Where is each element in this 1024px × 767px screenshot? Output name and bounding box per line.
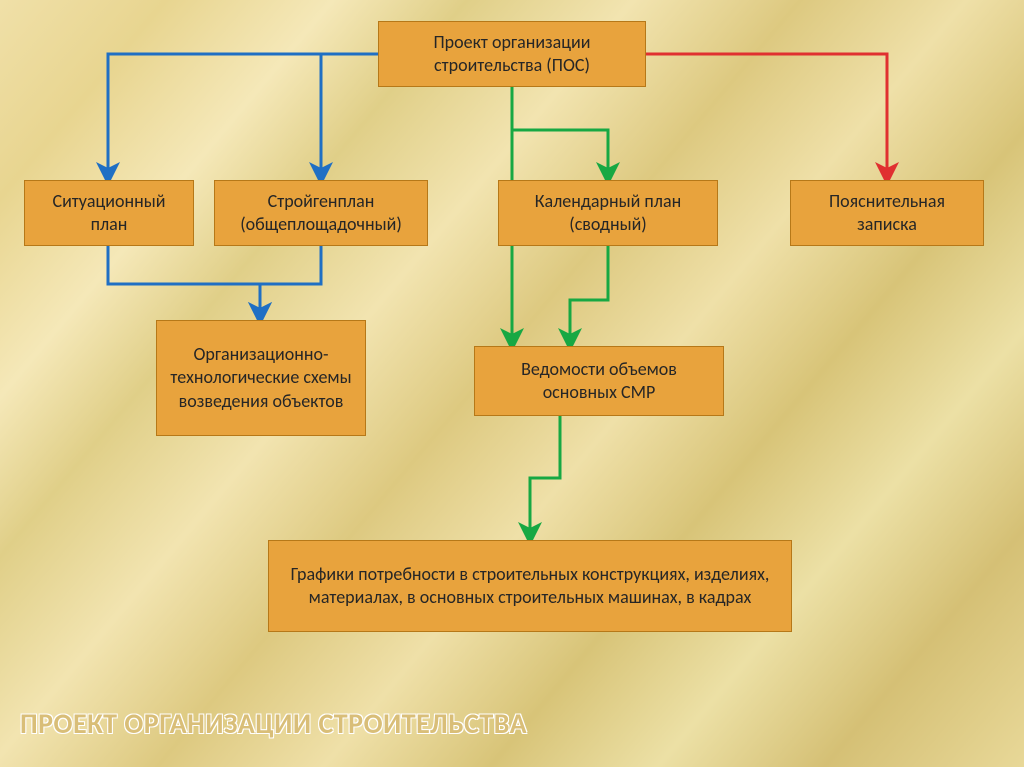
node-graf: Графики потребности в строительных конст… — [268, 540, 792, 632]
slide-title: ПРОЕКТ ОРГАНИЗАЦИИ СТРОИТЕЛЬСТВА — [20, 706, 527, 741]
node-ved: Ведомости объемов основных СМР — [474, 346, 724, 416]
node-orgt: Организационно-технологические схемы воз… — [156, 320, 366, 436]
node-sgp: Стройгенплан (общеплощадочный) — [214, 180, 428, 246]
edge-root-note — [646, 54, 887, 180]
node-cal: Календарный план (сводный) — [498, 180, 718, 246]
edge-ved-graf — [530, 416, 560, 540]
edge-sgp-orgt — [260, 246, 321, 320]
edge-root-sit — [108, 54, 378, 180]
node-sit: Ситуационный план — [24, 180, 194, 246]
edge-sit-orgt — [108, 246, 260, 320]
edge-root-sgp — [321, 54, 378, 180]
edge-root-cal — [512, 87, 608, 180]
node-note: Пояснительная записка — [790, 180, 984, 246]
edge-cal-ved — [570, 246, 608, 346]
node-root: Проект организации строительства (ПОС) — [378, 21, 646, 87]
